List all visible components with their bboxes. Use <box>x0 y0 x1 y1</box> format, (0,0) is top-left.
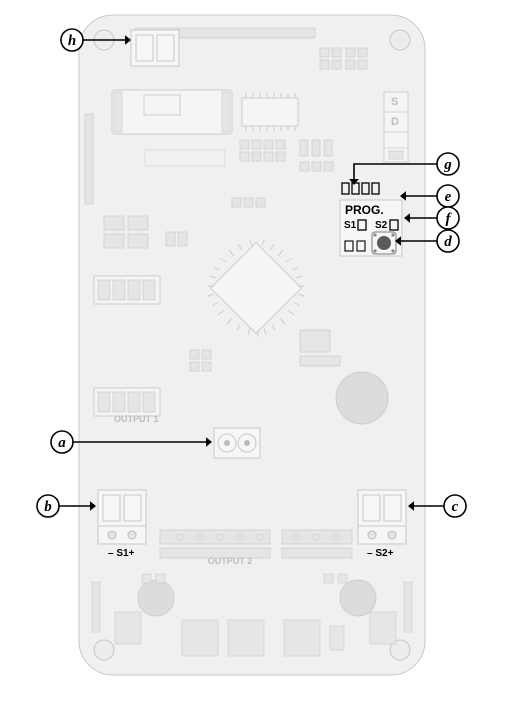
silk-minus-s2-plus: – S2+ <box>367 548 394 559</box>
silk-output1: OUTPUT 1 <box>114 414 159 424</box>
terminal-c <box>358 490 406 544</box>
terminal-b <box>98 490 146 544</box>
silk-minus-s1-plus: – S1+ <box>108 548 135 559</box>
label-letter-d: d <box>444 234 452 250</box>
label-letter-h: h <box>68 33 76 49</box>
output-a <box>214 428 260 458</box>
silk-s2: S2 <box>375 220 388 231</box>
label-letter-e: e <box>445 189 452 205</box>
pcb-diagram: {"n":16,"x":137,"y":30,"step":11} <box>0 0 523 705</box>
label-letter-c: c <box>452 499 459 515</box>
label-letter-a: a <box>58 435 66 451</box>
label-letter-g: g <box>443 157 452 173</box>
silk-sd-s: S <box>391 96 398 108</box>
label-letter-b: b <box>44 499 52 515</box>
silk-sd-d: D <box>391 116 399 128</box>
terminal-h <box>131 30 179 66</box>
silk-prog: PROG. <box>345 203 384 217</box>
silk-output2: OUTPUT 2 <box>208 556 253 566</box>
silk-s1: S1 <box>344 220 357 231</box>
